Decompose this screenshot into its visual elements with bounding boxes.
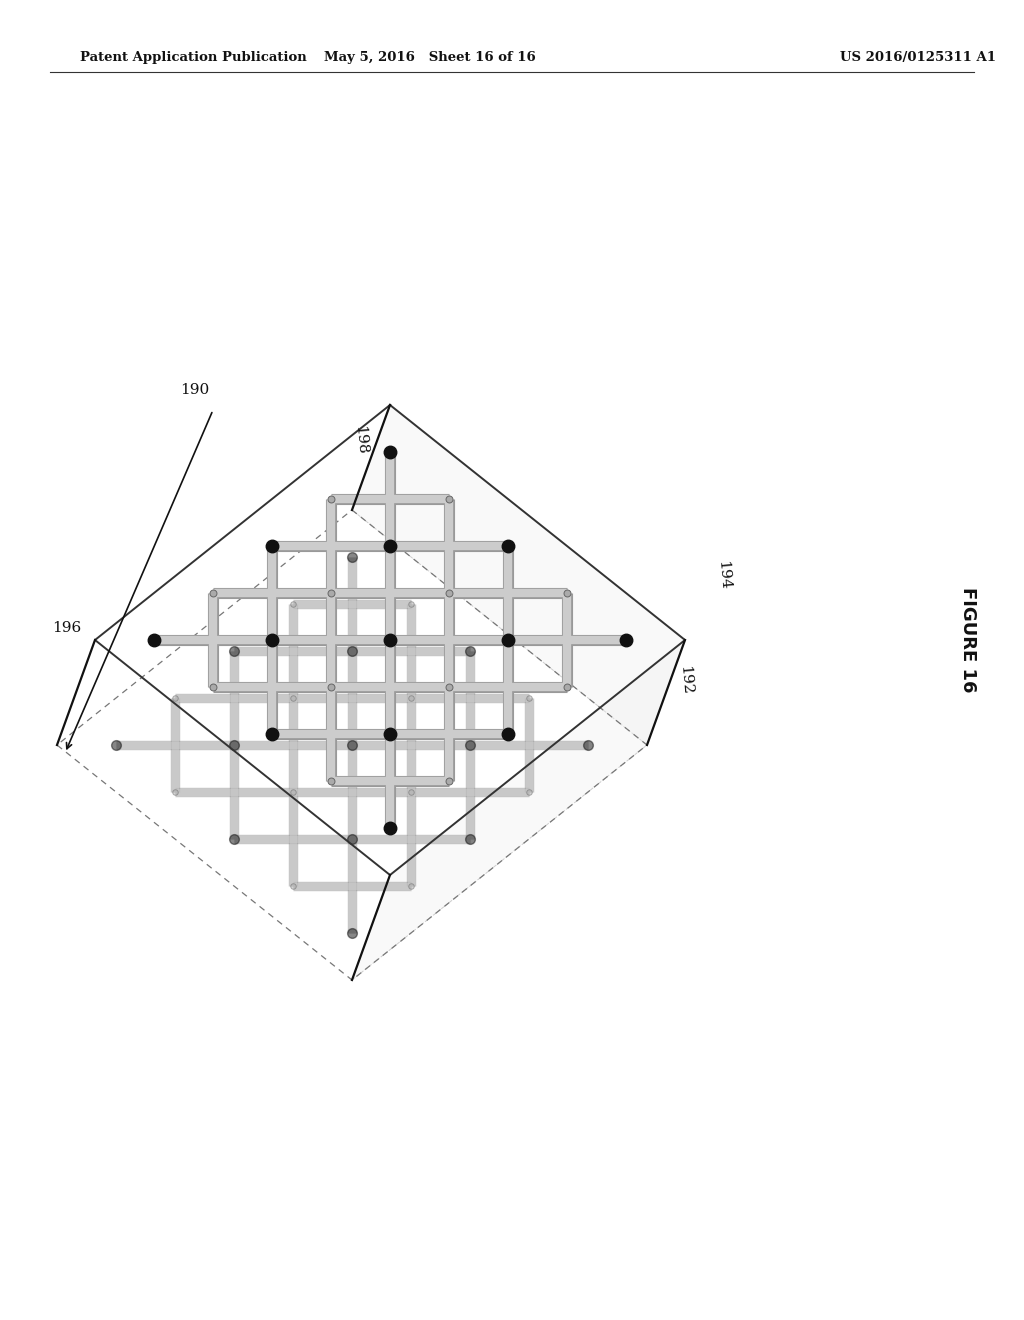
Text: Patent Application Publication: Patent Application Publication xyxy=(80,51,307,65)
Text: FIGURE 16: FIGURE 16 xyxy=(959,587,977,693)
Text: 198: 198 xyxy=(352,425,369,455)
Polygon shape xyxy=(352,405,685,744)
Text: May 5, 2016   Sheet 16 of 16: May 5, 2016 Sheet 16 of 16 xyxy=(325,51,536,65)
Text: 192: 192 xyxy=(677,665,693,696)
Text: 190: 190 xyxy=(180,383,210,397)
Text: US 2016/0125311 A1: US 2016/0125311 A1 xyxy=(840,51,996,65)
Text: 194: 194 xyxy=(715,560,731,590)
Polygon shape xyxy=(352,640,685,979)
Text: 196: 196 xyxy=(52,620,82,635)
